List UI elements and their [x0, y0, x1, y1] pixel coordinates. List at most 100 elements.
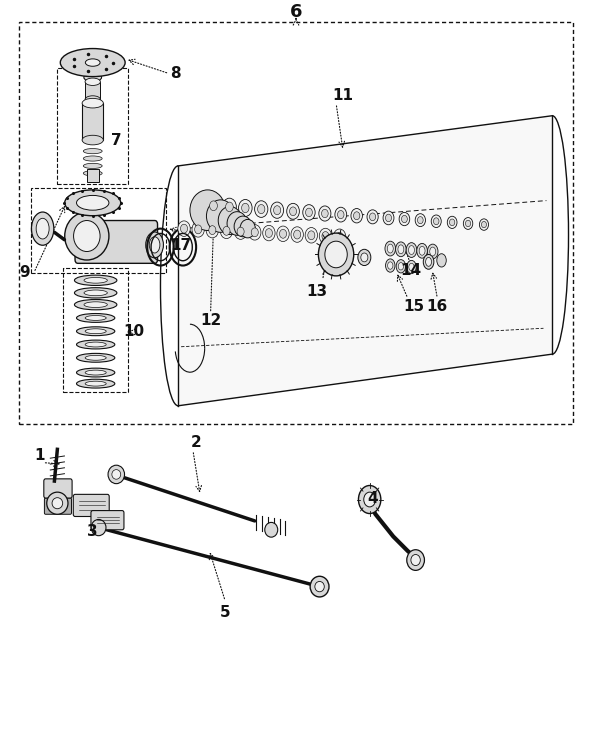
Ellipse shape	[47, 492, 68, 514]
Ellipse shape	[82, 135, 104, 145]
Text: 15: 15	[403, 299, 424, 314]
Ellipse shape	[75, 299, 117, 310]
Ellipse shape	[401, 215, 407, 223]
Ellipse shape	[85, 316, 106, 320]
Ellipse shape	[351, 209, 362, 223]
Ellipse shape	[277, 226, 289, 241]
Ellipse shape	[480, 219, 488, 230]
Bar	[57, 68, 128, 184]
Ellipse shape	[149, 237, 160, 253]
Ellipse shape	[76, 379, 115, 388]
Ellipse shape	[369, 213, 376, 221]
Ellipse shape	[218, 207, 242, 235]
Ellipse shape	[85, 370, 106, 375]
Ellipse shape	[289, 207, 297, 215]
Text: 13: 13	[306, 284, 327, 299]
Ellipse shape	[265, 522, 278, 537]
Bar	[85, 82, 101, 100]
Ellipse shape	[305, 208, 313, 217]
Ellipse shape	[207, 200, 234, 233]
Ellipse shape	[305, 227, 317, 243]
Ellipse shape	[249, 224, 261, 240]
Ellipse shape	[431, 215, 441, 227]
Ellipse shape	[263, 225, 275, 241]
Text: 11: 11	[333, 88, 353, 103]
Ellipse shape	[223, 227, 230, 236]
Ellipse shape	[423, 254, 434, 269]
Text: 6: 6	[289, 4, 303, 22]
FancyBboxPatch shape	[73, 494, 109, 516]
Ellipse shape	[91, 519, 106, 536]
Ellipse shape	[237, 227, 244, 236]
Ellipse shape	[396, 259, 406, 273]
Ellipse shape	[294, 230, 301, 239]
Ellipse shape	[251, 228, 258, 237]
Ellipse shape	[385, 241, 395, 256]
Ellipse shape	[411, 554, 420, 565]
Ellipse shape	[36, 218, 49, 239]
Ellipse shape	[227, 212, 247, 236]
Ellipse shape	[322, 232, 329, 241]
Text: 7: 7	[111, 132, 121, 148]
Ellipse shape	[146, 232, 163, 258]
Ellipse shape	[83, 171, 102, 176]
Ellipse shape	[210, 201, 217, 210]
Ellipse shape	[76, 354, 115, 363]
Text: 12: 12	[200, 314, 221, 328]
Ellipse shape	[359, 485, 381, 513]
Ellipse shape	[417, 244, 427, 258]
FancyBboxPatch shape	[75, 221, 157, 263]
Ellipse shape	[387, 244, 393, 253]
Ellipse shape	[274, 206, 281, 215]
Text: 9: 9	[20, 265, 30, 280]
Ellipse shape	[265, 229, 272, 238]
Ellipse shape	[291, 227, 303, 242]
Ellipse shape	[464, 218, 473, 230]
Ellipse shape	[73, 221, 100, 252]
Ellipse shape	[336, 233, 343, 241]
Ellipse shape	[303, 204, 315, 220]
Text: 4: 4	[367, 490, 378, 505]
Polygon shape	[178, 116, 552, 406]
Text: 8: 8	[170, 66, 181, 81]
Ellipse shape	[353, 212, 360, 220]
Text: 5: 5	[220, 605, 231, 620]
Ellipse shape	[60, 48, 125, 77]
Ellipse shape	[83, 156, 102, 161]
Ellipse shape	[409, 263, 414, 270]
Ellipse shape	[406, 243, 417, 257]
Ellipse shape	[84, 73, 102, 82]
Ellipse shape	[234, 224, 247, 239]
Bar	[19, 22, 573, 424]
Ellipse shape	[52, 498, 63, 509]
Ellipse shape	[220, 223, 233, 239]
FancyBboxPatch shape	[44, 478, 72, 498]
Ellipse shape	[239, 199, 252, 216]
Ellipse shape	[195, 225, 202, 234]
Ellipse shape	[85, 96, 101, 103]
Ellipse shape	[319, 228, 332, 244]
Ellipse shape	[427, 244, 438, 259]
Ellipse shape	[361, 253, 368, 262]
Ellipse shape	[76, 368, 115, 377]
Ellipse shape	[75, 275, 117, 285]
Ellipse shape	[333, 229, 346, 244]
Ellipse shape	[408, 246, 414, 254]
Ellipse shape	[242, 204, 249, 212]
Ellipse shape	[287, 204, 300, 219]
Ellipse shape	[433, 218, 439, 224]
Ellipse shape	[318, 233, 354, 276]
Ellipse shape	[335, 207, 347, 222]
Ellipse shape	[226, 202, 233, 212]
Ellipse shape	[279, 230, 287, 239]
Ellipse shape	[76, 195, 109, 210]
Ellipse shape	[190, 190, 226, 230]
Ellipse shape	[385, 259, 395, 272]
Ellipse shape	[206, 222, 218, 238]
Ellipse shape	[84, 277, 107, 283]
Ellipse shape	[385, 214, 391, 221]
Ellipse shape	[76, 314, 115, 322]
Ellipse shape	[465, 220, 471, 227]
Ellipse shape	[85, 342, 106, 347]
Ellipse shape	[407, 550, 424, 571]
